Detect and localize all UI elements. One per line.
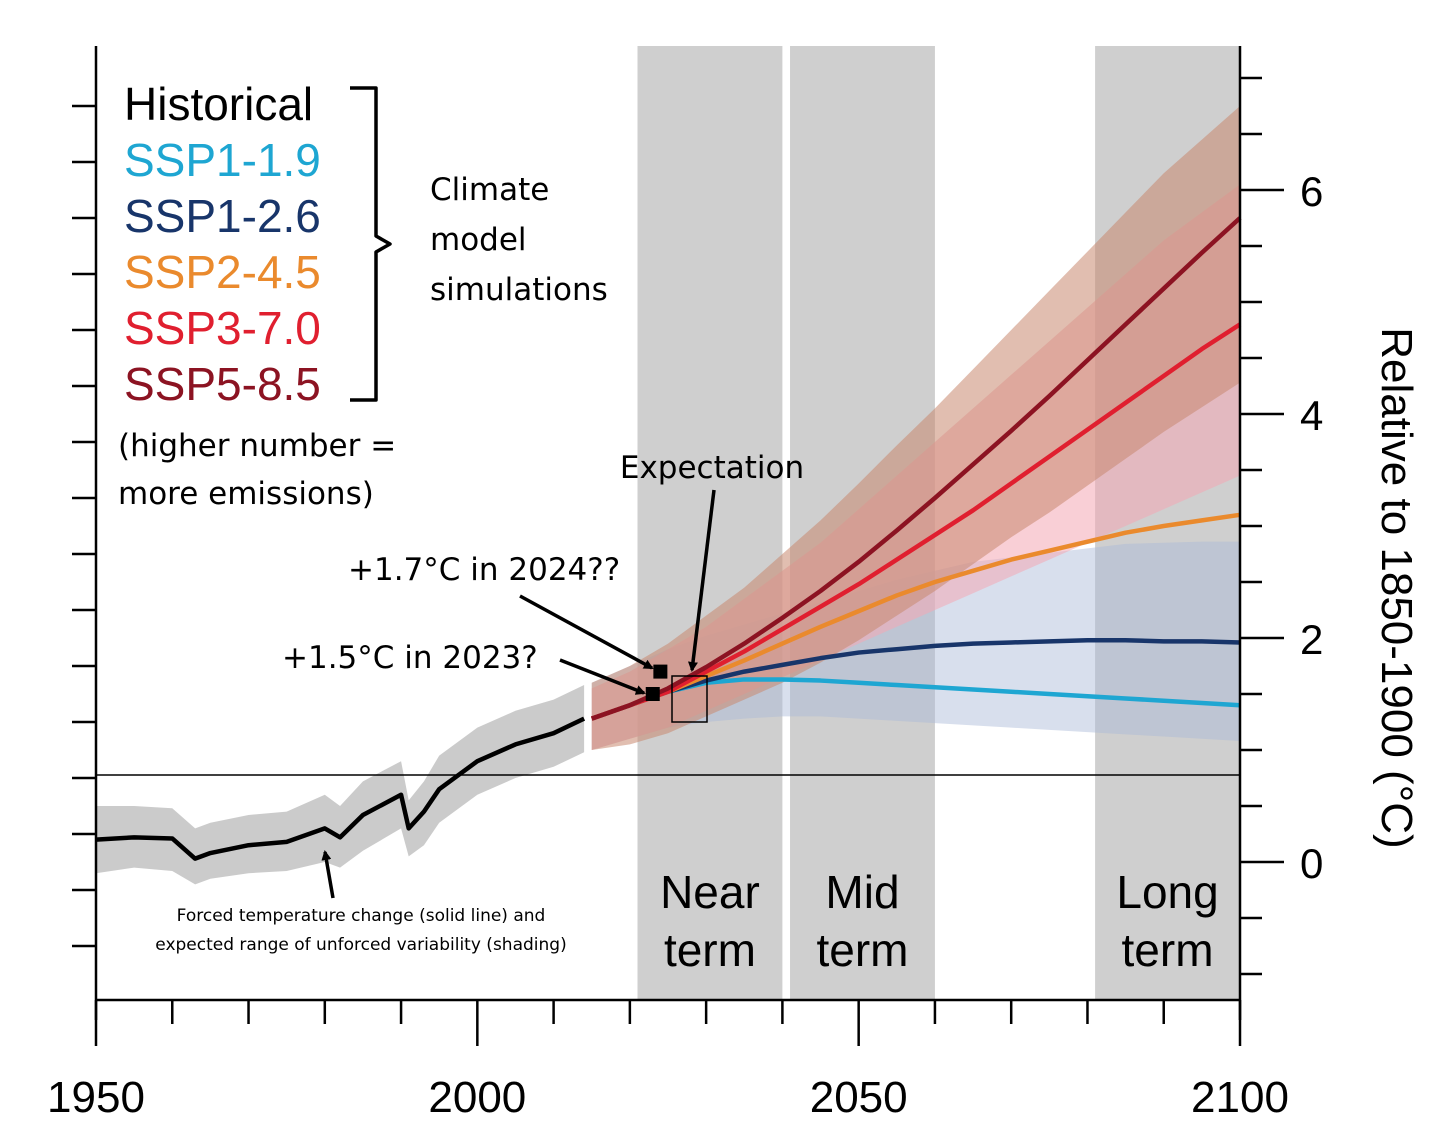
line-ssp1-2-6 (590, 637, 1241, 721)
arrow-2023 (559, 658, 646, 695)
legend-note-line2: more emissions) (118, 476, 374, 512)
series-lines (95, 216, 1242, 861)
legend-note-line1: (higher number = (118, 428, 396, 464)
legend: HistoricalSSP1-1.9SSP1-2.6SSP2-4.5SSP3-7… (118, 78, 608, 512)
arrow-2024 (519, 594, 654, 670)
y-tick-label: 6 (1300, 168, 1323, 215)
annotation-forced-line2: expected range of unforced variability (… (155, 935, 566, 955)
y-tick-label: 4 (1300, 392, 1323, 439)
bracket-label-word: simulations (430, 272, 608, 308)
marker-2024 (653, 664, 668, 679)
legend-bracket (350, 86, 392, 402)
y-tick-label: 0 (1300, 840, 1323, 887)
period-label: term (816, 924, 908, 976)
marker-2023 (645, 687, 660, 701)
bracket-label-word: Climate (430, 172, 549, 208)
legend-entry: SSP1-1.9 (124, 134, 321, 186)
bracket-label-word: model (430, 222, 527, 258)
legend-entry: SSP2-4.5 (124, 246, 321, 298)
band-historical (96, 685, 585, 885)
legend-entry: SSP5-8.5 (124, 358, 321, 410)
line-ssp5-8-5 (590, 216, 1242, 721)
legend-entry: SSP1-2.6 (124, 190, 321, 242)
axes: 1950 2000 2050 2100 0 2 4 6 Relative to 1850-190… (47, 46, 1421, 1122)
period-label: Mid (825, 866, 899, 918)
x-tick-label: 1950 (47, 1073, 145, 1122)
arrow-forced (321, 850, 335, 899)
annotation-2023: +1.5°C in 2023? (282, 640, 538, 676)
period-label: Near (660, 866, 760, 918)
expectation-box (671, 675, 708, 723)
y-axis-label: Relative to 1850-1900 (°C) (1372, 327, 1421, 848)
band-ssp5-8-5 (591, 106, 1240, 750)
period-label: term (664, 924, 756, 976)
line-historical (95, 716, 586, 861)
x-tick-label: 2000 (428, 1073, 526, 1122)
annotations: Near term Mid term Long term Expectation +1.7°C… (155, 450, 1218, 976)
legend-entry: Historical (124, 78, 313, 130)
annotation-forced-line1: Forced temperature change (solid line) a… (177, 906, 546, 926)
bracket-label: Climate model simulations (430, 172, 608, 308)
annotation-2024: +1.7°C in 2024?? (348, 552, 620, 588)
annotation-expectation: Expectation (620, 450, 804, 486)
legend-entry: SSP3-7.0 (124, 302, 321, 354)
arrow-expectation (688, 489, 716, 672)
x-tick-label: 2050 (810, 1073, 908, 1122)
period-label: Long (1116, 866, 1218, 918)
line-ssp2-4-5 (590, 512, 1241, 721)
y-tick-label: 2 (1300, 616, 1323, 663)
period-label: term (1122, 924, 1214, 976)
line-ssp3-7-0 (590, 322, 1242, 721)
x-tick-label: 2100 (1191, 1073, 1289, 1122)
